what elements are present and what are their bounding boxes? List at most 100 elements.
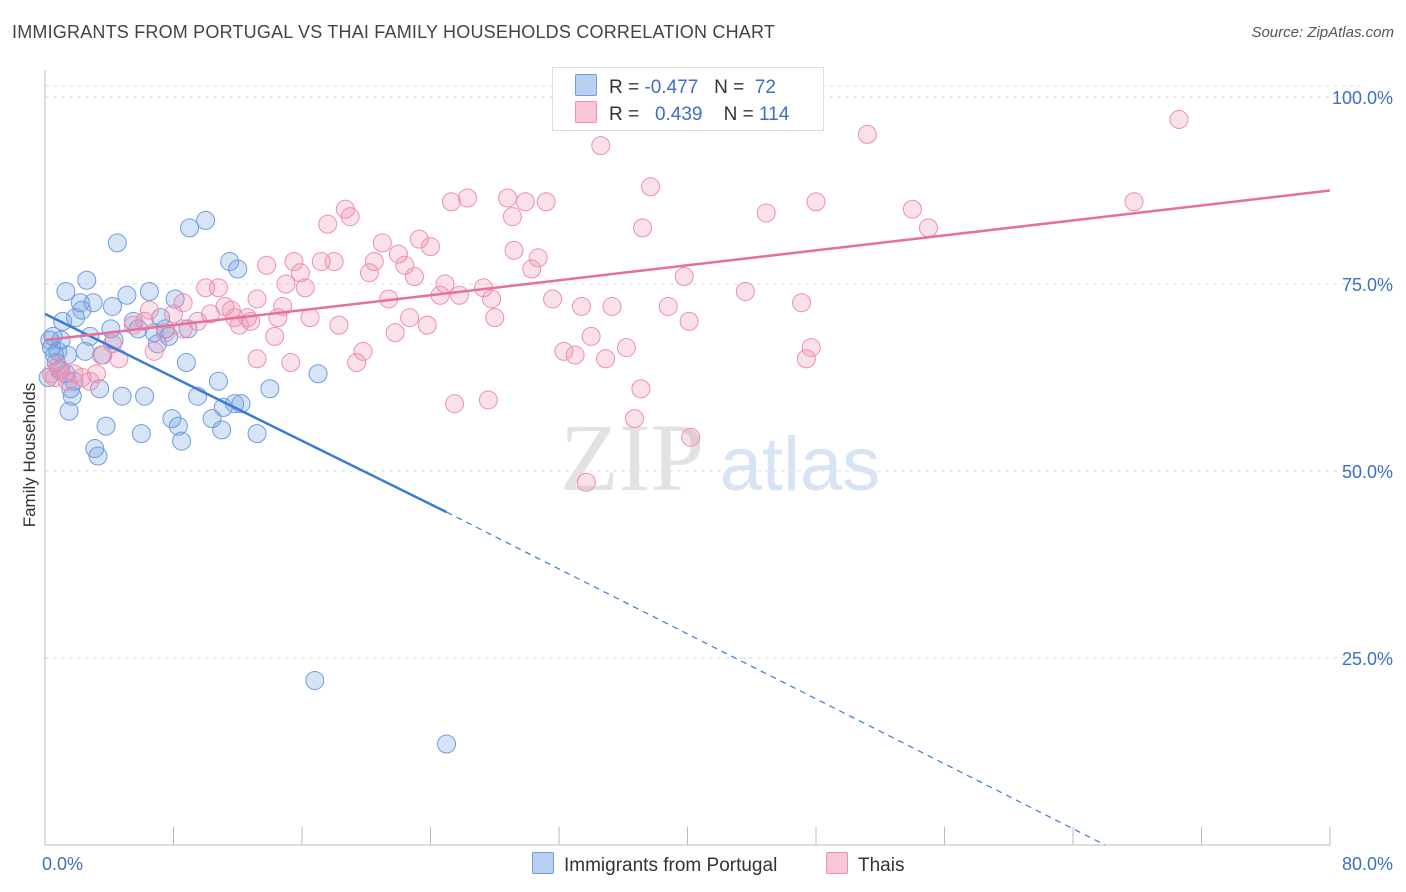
data-point bbox=[543, 289, 563, 309]
data-point bbox=[295, 278, 315, 298]
data-point bbox=[591, 136, 611, 156]
data-point bbox=[353, 341, 373, 361]
data-point bbox=[139, 281, 159, 301]
data-point bbox=[571, 296, 591, 316]
data-point bbox=[228, 259, 248, 279]
data-point bbox=[372, 233, 392, 253]
data-point bbox=[59, 401, 79, 421]
data-point bbox=[308, 364, 328, 384]
data-point bbox=[641, 177, 661, 197]
data-point bbox=[347, 353, 367, 373]
trendline-solid bbox=[44, 312, 448, 514]
data-point bbox=[117, 285, 137, 305]
data-point bbox=[441, 192, 461, 212]
data-point bbox=[581, 326, 601, 346]
data-point bbox=[135, 311, 155, 331]
data-point bbox=[318, 214, 338, 234]
data-point bbox=[796, 349, 816, 369]
legend-row-thais: R = 0.439 N = 114 bbox=[575, 101, 789, 127]
data-point bbox=[45, 368, 65, 387]
data-point bbox=[260, 379, 280, 399]
data-point bbox=[208, 278, 228, 298]
data-point bbox=[658, 296, 678, 316]
data-point bbox=[172, 431, 192, 451]
data-point bbox=[482, 289, 502, 309]
legend-swatch bbox=[532, 852, 554, 874]
data-point bbox=[276, 274, 296, 294]
data-point bbox=[437, 734, 457, 754]
data-point bbox=[400, 308, 420, 328]
data-point bbox=[409, 229, 429, 249]
data-point bbox=[247, 289, 267, 309]
data-point bbox=[359, 263, 379, 283]
gridlines bbox=[45, 85, 1365, 659]
data-point bbox=[576, 472, 596, 492]
data-point bbox=[102, 296, 122, 316]
y-tick-label: 100.0% bbox=[1332, 88, 1393, 108]
data-point bbox=[340, 207, 360, 227]
data-point bbox=[66, 308, 86, 328]
data-point bbox=[522, 259, 542, 279]
data-point bbox=[1124, 192, 1144, 212]
data-point bbox=[515, 192, 535, 212]
data-point bbox=[290, 263, 310, 283]
data-point bbox=[56, 281, 76, 301]
data-point bbox=[756, 203, 776, 223]
data-point bbox=[624, 409, 644, 429]
data-point bbox=[445, 394, 465, 414]
data-point bbox=[162, 409, 182, 429]
legend-row-portugal: R = -0.477 N = 72 bbox=[575, 74, 776, 100]
data-point bbox=[62, 386, 82, 406]
data-point bbox=[88, 446, 108, 466]
data-point bbox=[257, 255, 277, 275]
data-point bbox=[247, 424, 267, 444]
data-point bbox=[51, 360, 71, 380]
legend-n-value: 114 bbox=[759, 104, 790, 125]
data-point bbox=[48, 356, 68, 376]
data-point bbox=[449, 285, 469, 305]
data-point bbox=[735, 281, 755, 301]
data-point bbox=[395, 255, 415, 275]
legend-swatch-portugal bbox=[575, 74, 597, 96]
legend-r-value: -0.477 bbox=[644, 77, 699, 98]
data-point bbox=[633, 218, 653, 238]
legend-item-portugal: Immigrants from Portugal bbox=[532, 852, 777, 877]
data-point bbox=[220, 252, 240, 272]
data-point bbox=[112, 386, 132, 406]
y-tick-label: 25.0% bbox=[1342, 649, 1393, 669]
data-point bbox=[83, 293, 103, 313]
data-point bbox=[144, 341, 164, 361]
data-point bbox=[324, 252, 344, 272]
data-point bbox=[565, 345, 585, 365]
data-point bbox=[215, 296, 235, 316]
watermark-atlas: atlas bbox=[720, 422, 881, 507]
data-point bbox=[554, 341, 574, 361]
watermark: ZIP atlas bbox=[560, 404, 880, 511]
data-point bbox=[202, 409, 222, 429]
data-point bbox=[90, 379, 110, 399]
data-point bbox=[196, 210, 216, 230]
data-point bbox=[502, 207, 522, 227]
data-point bbox=[80, 371, 100, 391]
data-point bbox=[421, 237, 440, 257]
tick-labels: 25.0% 50.0% 75.0% 100.0% 0.0% 80.0% bbox=[42, 88, 1393, 874]
stats-legend: R = -0.477 N = 72 R = 0.439 N = 114 bbox=[552, 67, 824, 131]
data-point bbox=[168, 416, 188, 436]
trendlines bbox=[44, 189, 1331, 846]
data-point bbox=[72, 300, 92, 320]
axes bbox=[44, 70, 1331, 846]
data-point bbox=[164, 304, 183, 324]
data-point bbox=[139, 300, 159, 320]
data-point bbox=[173, 293, 193, 313]
data-point bbox=[305, 670, 325, 690]
trendline-dashed bbox=[446, 511, 1106, 846]
legend-r-value: 0.439 bbox=[654, 104, 703, 125]
source-credit: Source: ZipAtlas.com bbox=[1251, 24, 1394, 41]
data-point bbox=[417, 315, 437, 335]
y-tick-label: 75.0% bbox=[1342, 275, 1393, 295]
data-point bbox=[806, 192, 826, 212]
data-point bbox=[478, 390, 498, 410]
data-point bbox=[329, 315, 349, 335]
data-point bbox=[679, 311, 699, 331]
